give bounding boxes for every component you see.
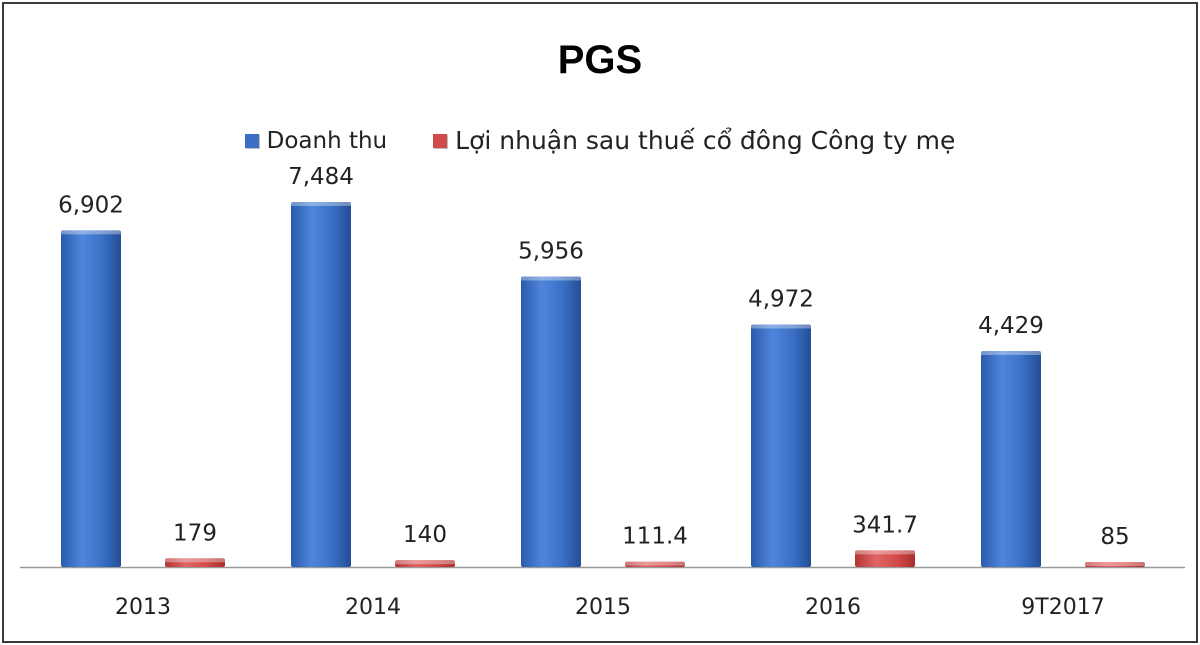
data-label-revenue-2013: 6,902: [58, 192, 124, 218]
data-label-profit-9T2017: 85: [1100, 524, 1129, 550]
data-label-revenue-2014: 7,484: [288, 164, 354, 190]
data-label-revenue-9T2017: 4,429: [978, 313, 1044, 339]
x-tick-label-2015: 2015: [575, 595, 631, 620]
data-label-profit-2014: 140: [403, 522, 447, 548]
bar-bevel-profit-2015: [625, 561, 685, 566]
legend-item-profit: Lợi nhuận sau thuế cổ đông Công ty mẹ: [433, 126, 955, 155]
bar-revenue-2014: [291, 201, 351, 567]
data-label-revenue-2016: 4,972: [748, 286, 814, 312]
bar-bevel-revenue-2013: [61, 230, 121, 235]
bar-profit-2016: [855, 550, 915, 567]
bar-profit-9T2017: [1085, 562, 1145, 567]
bar-bevel-profit-2014: [395, 560, 455, 565]
legend-label-profit: Lợi nhuận sau thuế cổ đông Công ty mẹ: [455, 126, 956, 155]
bar-bevel-revenue-2015: [521, 276, 581, 281]
bar-revenue-9T2017: [981, 350, 1041, 567]
bar-profit-2013: [165, 558, 225, 567]
bar-bevel-revenue-2016: [751, 324, 811, 329]
x-tick-label-2016: 2016: [805, 595, 861, 620]
bar-bevel-profit-2013: [165, 558, 225, 563]
data-label-revenue-2015: 5,956: [518, 238, 584, 264]
x-tick-label-2014: 2014: [345, 595, 401, 620]
data-label-profit-2015: 111.4: [622, 524, 688, 550]
chart-legend: Doanh thu Lợi nhuận sau thuế cổ đông Côn…: [0, 126, 1200, 155]
legend-swatch-profit: [433, 133, 448, 148]
chart-title: PGS: [557, 38, 643, 82]
bar-bevel-profit-2016: [855, 550, 915, 555]
data-label-profit-2013: 179: [173, 520, 217, 546]
legend-item-revenue: Doanh thu: [244, 126, 388, 155]
x-tick-label-9T2017: 9T2017: [1021, 595, 1104, 620]
bar-bevel-profit-9T2017: [1085, 562, 1145, 566]
bar-revenue-2016: [751, 324, 811, 567]
bar-bevel-revenue-9T2017: [981, 350, 1041, 355]
bar-bevel-revenue-2014: [291, 201, 351, 206]
bar-profit-2015: [625, 561, 685, 567]
legend-label-revenue: Doanh thu: [266, 127, 388, 154]
legend-swatch-revenue: [244, 133, 259, 148]
data-label-profit-2016: 341.7: [852, 512, 918, 538]
bar-revenue-2015: [521, 276, 581, 567]
bar-revenue-2013: [61, 230, 121, 567]
x-tick-label-2013: 2013: [115, 595, 171, 620]
bar-profit-2014: [395, 560, 455, 567]
